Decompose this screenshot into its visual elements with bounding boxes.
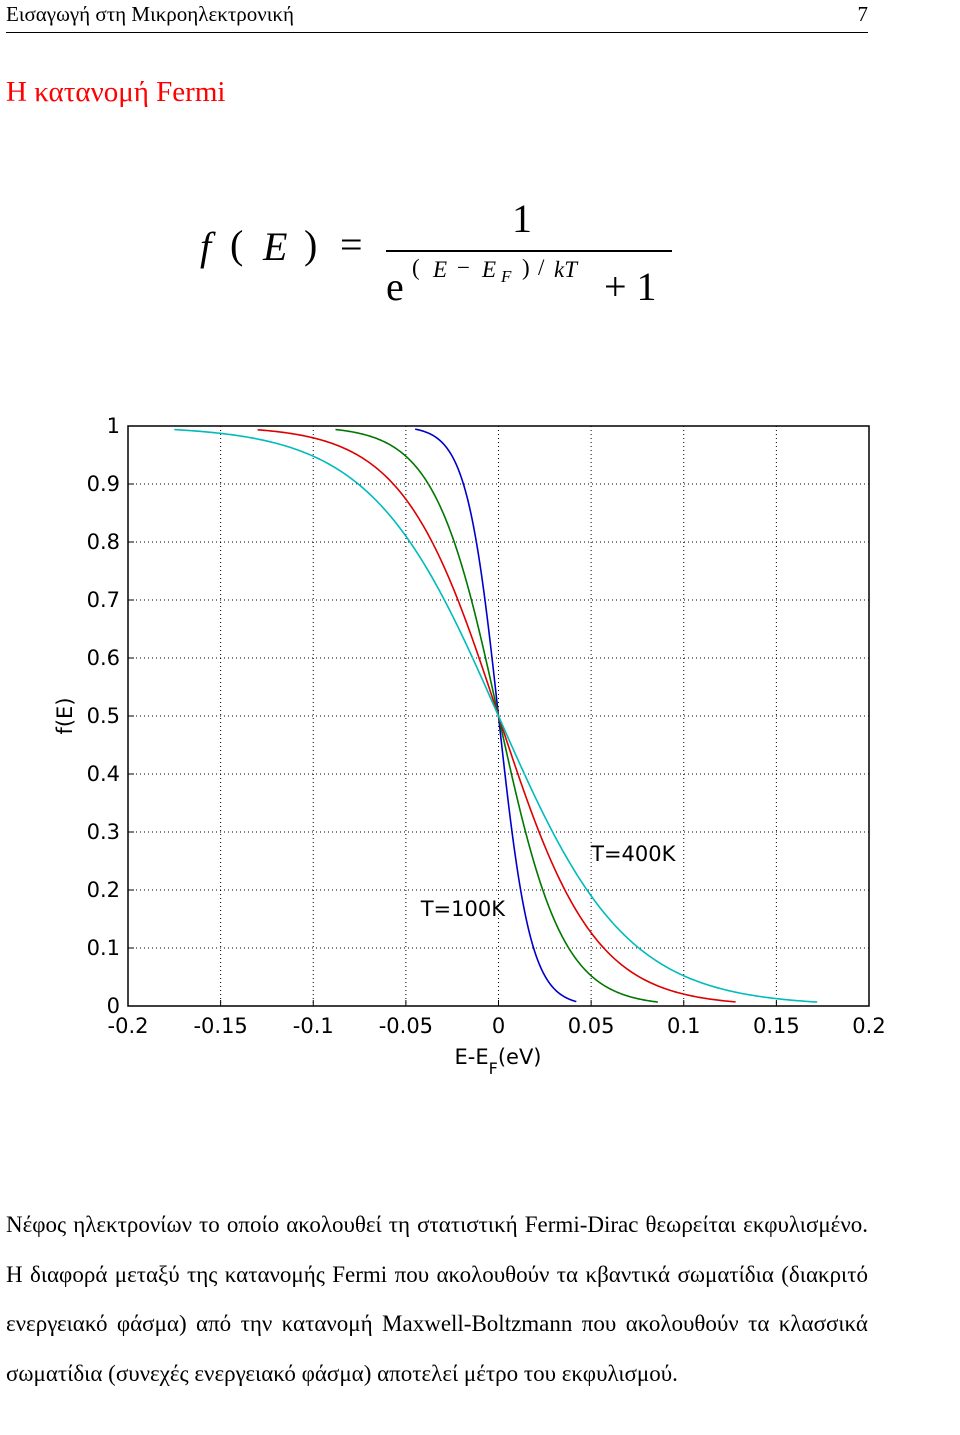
y-tick-label: 1 bbox=[107, 414, 120, 438]
y-tick-label: 0 bbox=[107, 994, 120, 1018]
exponent-minus: − bbox=[457, 255, 470, 280]
y-tick-label: 0.6 bbox=[87, 646, 120, 670]
x-tick-label: -0.1 bbox=[293, 1014, 334, 1038]
x-axis-label-main: E-E bbox=[455, 1045, 489, 1069]
y-tick-label: 0.8 bbox=[87, 530, 120, 554]
formula-lhs-close: ) bbox=[304, 222, 318, 267]
y-tick-label: 0.9 bbox=[87, 472, 120, 496]
fermi-dirac-formula: f ( E ) = 1 e ( E − E F ) / kT + 1 bbox=[200, 195, 680, 315]
series-line bbox=[335, 428, 658, 1003]
y-tick-label: 0.5 bbox=[87, 704, 120, 728]
section-title: Η κατανομή Fermi bbox=[6, 76, 226, 108]
body-paragraph: Νέφος ηλεκτρονίων το οποίο ακολουθεί τη … bbox=[6, 1212, 868, 1386]
formula-f: f bbox=[200, 224, 212, 269]
x-axis-label-unit: (eV) bbox=[498, 1045, 542, 1069]
y-tick-label: 0.1 bbox=[87, 936, 120, 960]
formula-numerator: 1 bbox=[512, 196, 532, 241]
formula-lhs-open: ( bbox=[230, 222, 244, 267]
x-tick-label: -0.05 bbox=[379, 1014, 433, 1038]
series-line bbox=[174, 428, 818, 1003]
formula-base-e: e bbox=[386, 264, 404, 309]
exponent-close: ) bbox=[522, 255, 530, 280]
exponent-ef: E bbox=[482, 257, 497, 282]
x-tick-label: -0.15 bbox=[193, 1014, 247, 1038]
exponent-kt: kT bbox=[554, 257, 577, 282]
running-header: Εισαγωγή στη Μικροηλεκτρονική 7 bbox=[6, 2, 868, 33]
series-line bbox=[414, 428, 577, 1003]
exponent-slash: / bbox=[538, 255, 545, 280]
exponent-e: E bbox=[433, 257, 448, 282]
formula-plus-one: + 1 bbox=[604, 264, 657, 309]
fermi-distribution-chart: -0.2 -0.15 -0.1 -0.05 0 0.05 0.1 0.15 0.2 0 0.1 0.2… bbox=[0, 374, 960, 1084]
fraction-bar bbox=[386, 250, 672, 252]
y-tick-label: 0.4 bbox=[87, 762, 120, 786]
plot-frame bbox=[127, 425, 870, 1007]
y-tick-label: 0.2 bbox=[87, 878, 120, 902]
curve-annotation: T=400K bbox=[590, 842, 677, 866]
exponent-open: ( bbox=[412, 255, 420, 280]
x-tick-label: 0 bbox=[492, 1014, 505, 1038]
x-tick-label: 0.1 bbox=[667, 1014, 700, 1038]
x-tick-label: 0.15 bbox=[753, 1014, 800, 1038]
x-tick-label: 0.05 bbox=[568, 1014, 615, 1038]
x-tick-label: 0.2 bbox=[852, 1014, 885, 1038]
formula-equals: = bbox=[340, 222, 363, 267]
running-header-title: Εισαγωγή στη Μικροηλεκτρονική bbox=[6, 2, 294, 26]
fermi-distribution-figure: -0.2 -0.15 -0.1 -0.05 0 0.05 0.1 0.15 0.2 0 0.1 0.2… bbox=[0, 374, 960, 1084]
x-tick-label: -0.2 bbox=[108, 1014, 149, 1038]
x-axis-label: E-EF(eV) bbox=[455, 1045, 542, 1078]
y-axis-label: f(E) bbox=[53, 697, 77, 734]
curve-annotation: T=100K bbox=[420, 897, 507, 921]
exponent-ef-subscript: F bbox=[501, 267, 512, 286]
y-tick-label: 0.3 bbox=[87, 820, 120, 844]
formula-lhs-e: E bbox=[263, 224, 288, 269]
y-tick-label: 0.7 bbox=[87, 588, 120, 612]
x-axis-label-subscript: F bbox=[489, 1059, 498, 1078]
page-number: 7 bbox=[857, 2, 869, 26]
